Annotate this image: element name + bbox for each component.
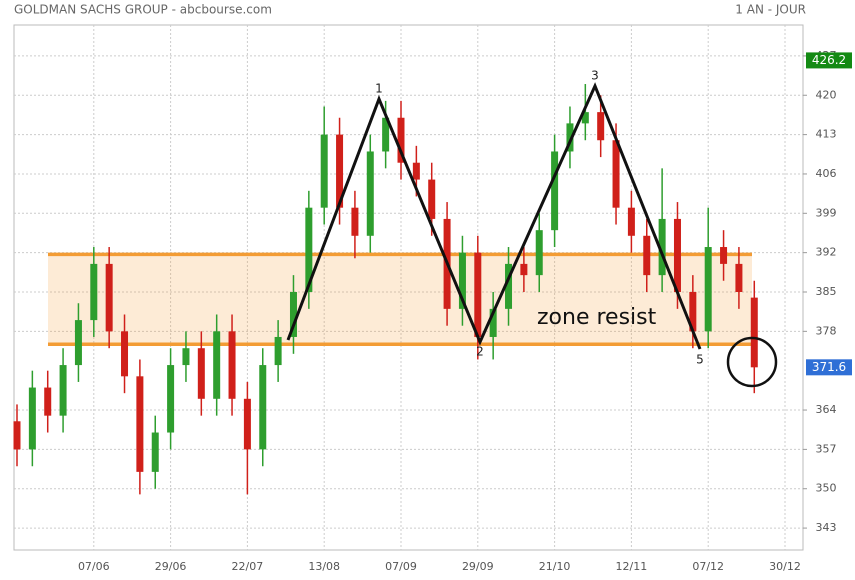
candle-body bbox=[182, 348, 190, 366]
candle-body bbox=[735, 263, 743, 292]
y-tick-label: 357 bbox=[816, 442, 837, 455]
price-label-box bbox=[806, 359, 852, 376]
candle-body bbox=[243, 398, 251, 450]
x-tick-label: 13/08 bbox=[308, 560, 340, 573]
candle-body bbox=[505, 263, 513, 309]
highlight-circle bbox=[726, 336, 778, 388]
price-label: 426.2 bbox=[812, 53, 846, 67]
y-tick-label: 420 bbox=[816, 88, 837, 101]
pattern-label: 1 bbox=[375, 82, 383, 96]
candle-body bbox=[228, 331, 236, 399]
candle-body bbox=[551, 151, 559, 231]
x-tick-label: 07/06 bbox=[78, 560, 110, 573]
pattern-label: 5 bbox=[696, 353, 704, 367]
candle-body bbox=[612, 140, 620, 208]
y-tick-label: 364 bbox=[816, 403, 837, 416]
candle-body bbox=[320, 134, 328, 208]
candle-body bbox=[90, 263, 98, 321]
candle-body bbox=[689, 291, 697, 332]
candle-body bbox=[673, 218, 681, 292]
zone-label: zone resist bbox=[537, 305, 657, 330]
chart-title: GOLDMAN SACHS GROUP - abcbourse.com bbox=[14, 3, 272, 17]
candle-body bbox=[458, 252, 466, 309]
candle-body bbox=[489, 308, 497, 337]
candle-body bbox=[336, 134, 344, 208]
x-tick-label: 07/09 bbox=[385, 560, 417, 573]
candle-body bbox=[167, 365, 175, 433]
candle-body bbox=[566, 123, 574, 152]
candle-body bbox=[151, 432, 159, 472]
candle-body bbox=[382, 117, 390, 152]
candle-body bbox=[197, 348, 205, 399]
pattern-label: 2 bbox=[476, 345, 484, 359]
candle-body bbox=[351, 207, 359, 236]
candle-body bbox=[259, 365, 267, 450]
x-tick-label: 29/09 bbox=[462, 560, 494, 573]
chart-subtitle: 1 AN - JOUR bbox=[735, 3, 806, 17]
candle-body bbox=[274, 336, 282, 366]
candle-body bbox=[597, 112, 605, 141]
candles bbox=[13, 84, 758, 495]
x-tick-label: 22/07 bbox=[232, 560, 264, 573]
candle-body bbox=[750, 297, 758, 368]
candle-body bbox=[658, 218, 666, 276]
y-tick-label: 413 bbox=[816, 128, 837, 141]
x-tick-label: 07/12 bbox=[692, 560, 724, 573]
candle-body bbox=[213, 331, 221, 399]
pattern-label: 3 bbox=[591, 69, 599, 83]
y-tick-label: 385 bbox=[816, 285, 837, 298]
candle-body bbox=[44, 387, 52, 416]
candle-body bbox=[105, 263, 113, 332]
y-tick-label: 343 bbox=[816, 521, 837, 534]
y-tick-label: 406 bbox=[816, 167, 837, 180]
axes: 34335035736437838539239940641342042707/0… bbox=[78, 49, 852, 573]
candle-body bbox=[13, 421, 21, 450]
plot-area bbox=[13, 24, 804, 551]
y-tick-label: 392 bbox=[816, 246, 837, 259]
candle-body bbox=[627, 207, 635, 236]
candle-body bbox=[136, 376, 144, 472]
y-tick-label: 350 bbox=[816, 482, 837, 495]
price-label-box bbox=[806, 52, 852, 69]
candle-body bbox=[28, 387, 36, 450]
candle-body bbox=[305, 207, 313, 292]
candle-body bbox=[581, 112, 589, 124]
y-tick-label: 378 bbox=[816, 324, 837, 337]
candle-body bbox=[704, 247, 712, 332]
candle-body bbox=[289, 291, 297, 337]
candle-body bbox=[720, 247, 728, 264]
zone bbox=[48, 252, 752, 347]
zone-band bbox=[48, 254, 752, 345]
y-tick-label: 399 bbox=[816, 206, 837, 219]
x-tick-label: 21/10 bbox=[539, 560, 571, 573]
x-tick-label: 12/11 bbox=[616, 560, 648, 573]
candle-body bbox=[428, 179, 436, 219]
pattern-line bbox=[286, 82, 702, 350]
candle-body bbox=[643, 235, 651, 276]
candle-body bbox=[397, 117, 405, 163]
candle-body bbox=[520, 263, 528, 276]
candle-body bbox=[59, 365, 67, 416]
candle-body bbox=[121, 331, 129, 377]
candle-body bbox=[535, 230, 543, 276]
candle-body bbox=[474, 252, 482, 337]
candle-body bbox=[74, 320, 82, 366]
candle-body bbox=[412, 162, 420, 180]
candle-body bbox=[366, 151, 374, 236]
x-tick-label: 29/06 bbox=[155, 560, 187, 573]
x-tick-label: 30/12 bbox=[769, 560, 801, 573]
price-label: 371.6 bbox=[812, 360, 846, 374]
